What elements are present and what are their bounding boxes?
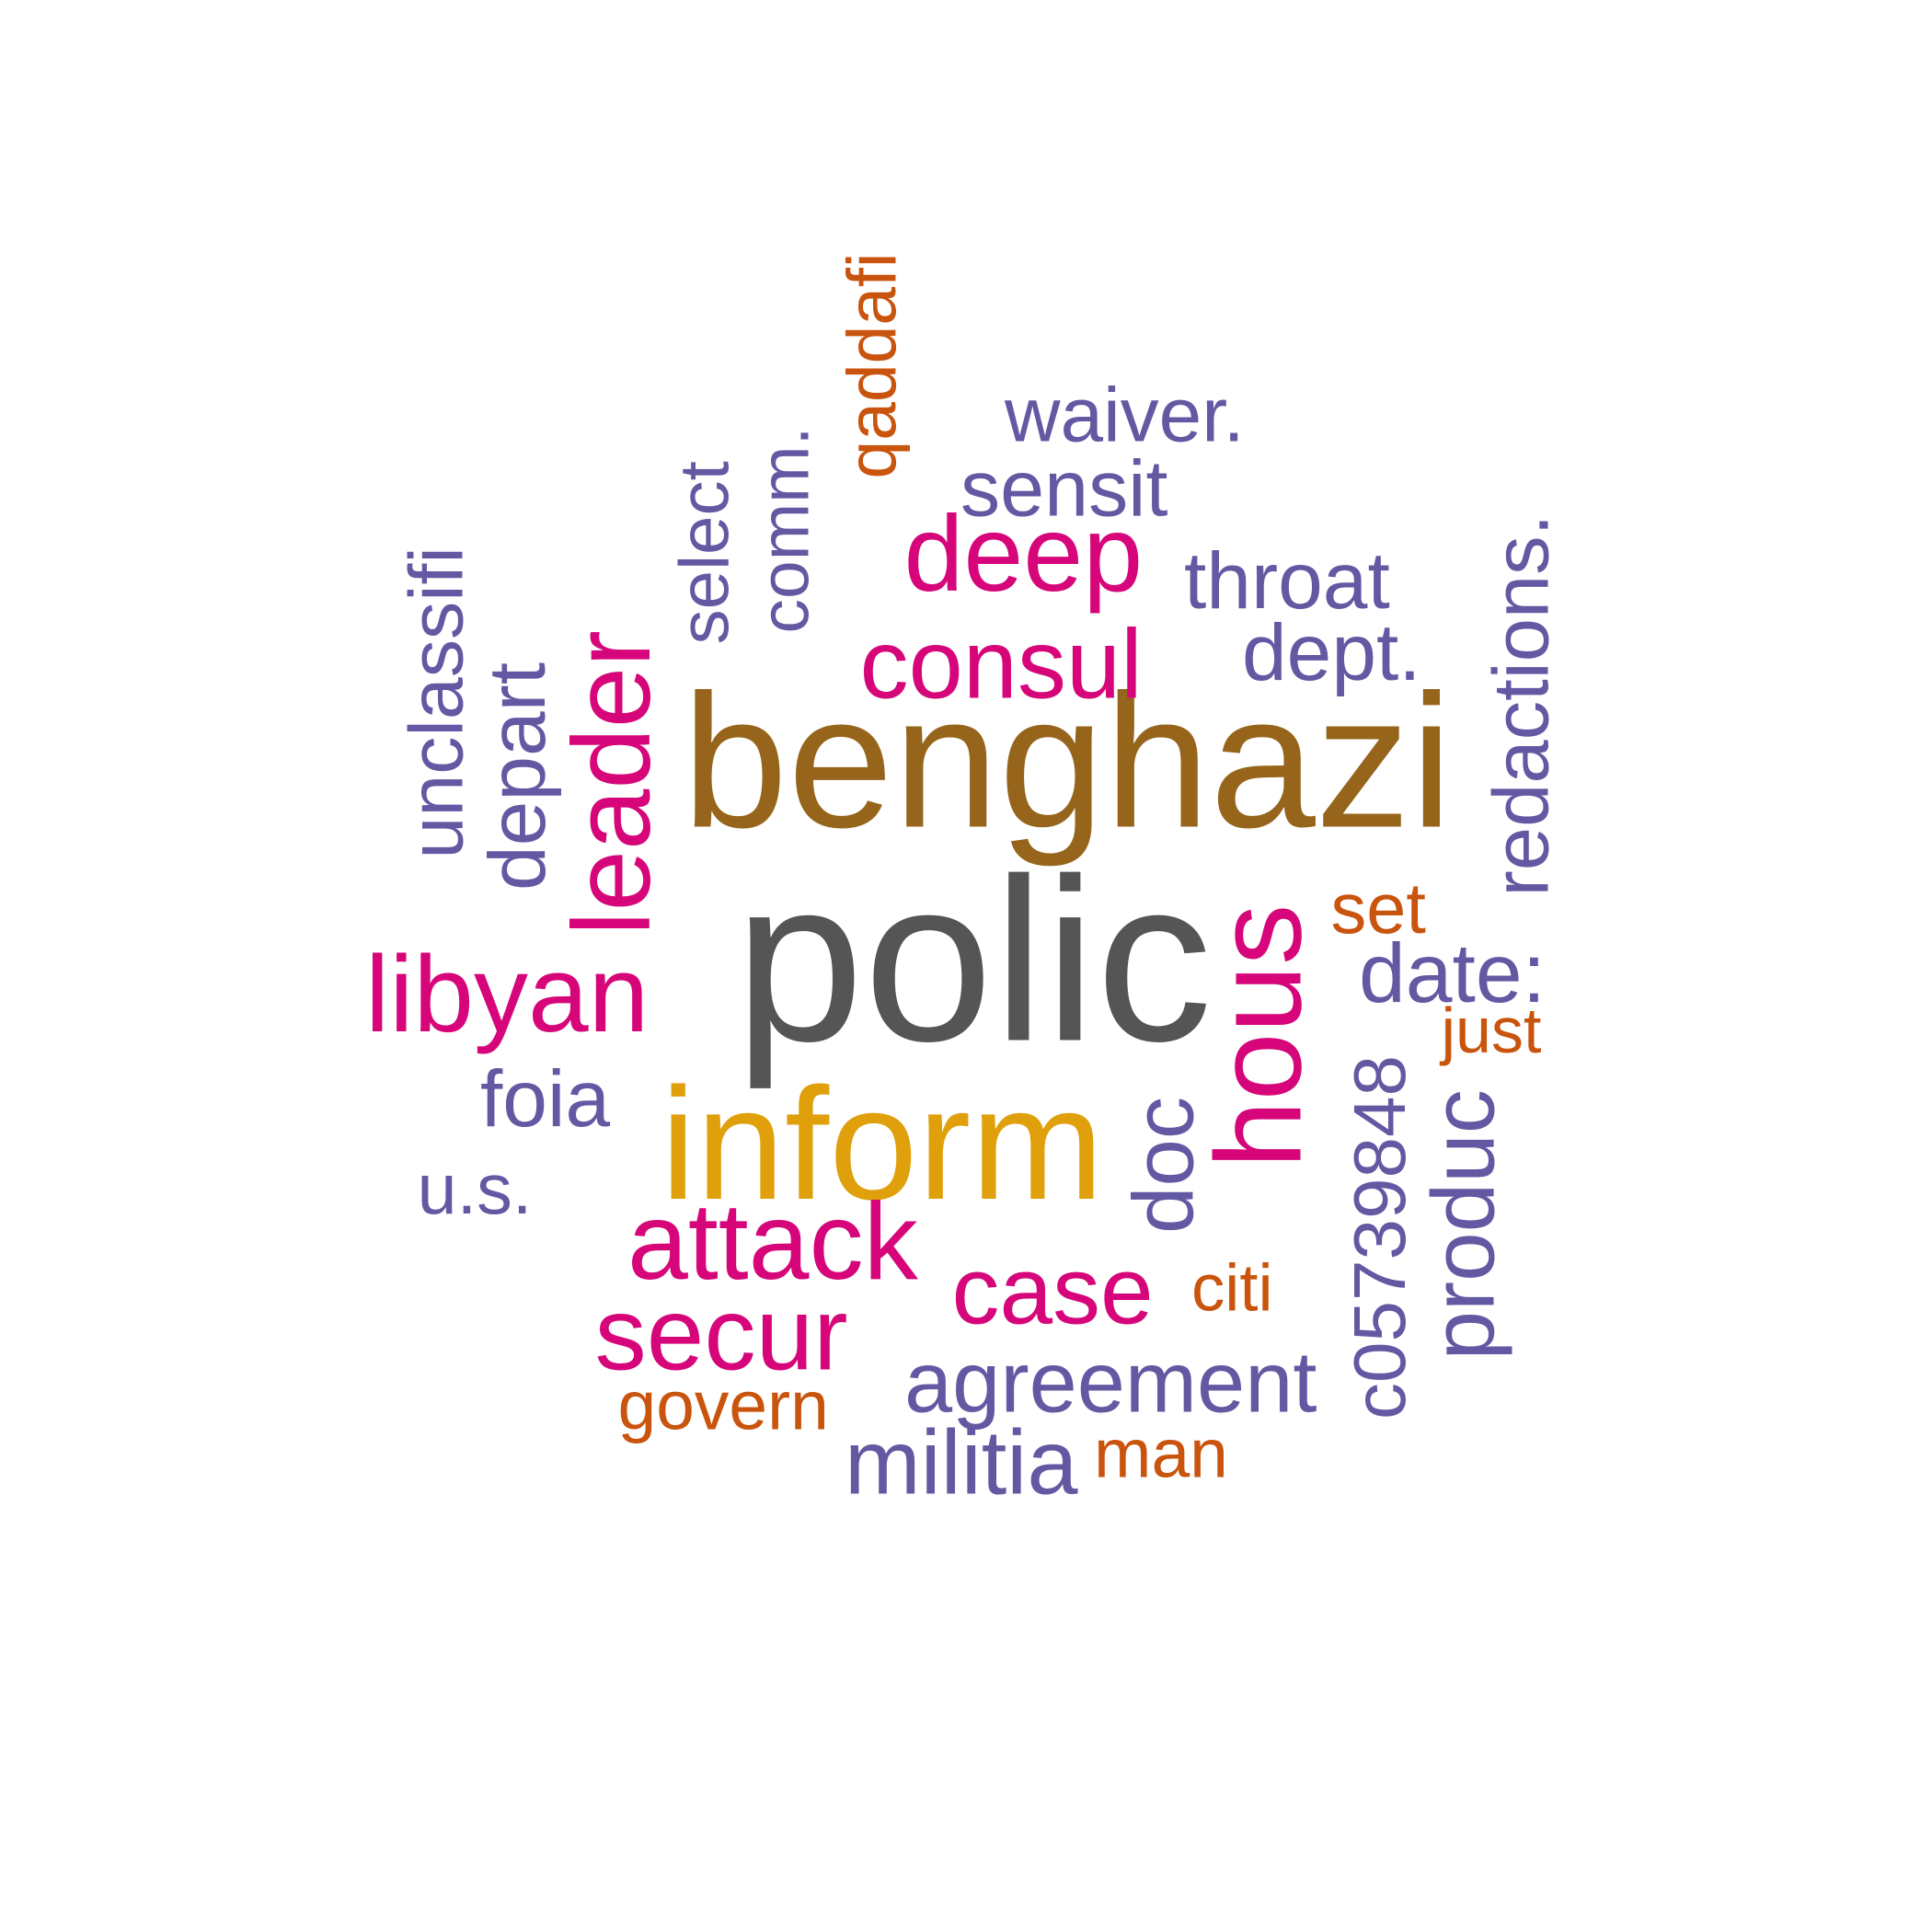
word-doc: doc [1115,1096,1212,1234]
word-attack: attack [627,1181,918,1303]
word-deep: deep [903,493,1144,614]
word-case: case [951,1236,1154,1344]
word-polic: polic [734,831,1213,1090]
word-citi: citi [1191,1250,1273,1326]
word-waiver: waiver. [1005,371,1245,458]
word-c05739848: c05739848 [1339,1055,1420,1420]
word-depart: depart [472,661,562,891]
word-hous: hous [1190,903,1328,1168]
word-dept: dept. [1242,607,1421,697]
word-libyan: libyan [365,934,650,1055]
word-just: just [1441,995,1542,1066]
word-benghazi: benghazi [682,654,1453,868]
word-consul: consul [859,609,1143,719]
word-foia: foia [480,1053,611,1144]
word-throat: throat [1184,535,1390,626]
word-militia: militia [845,1411,1078,1514]
word-select: select [665,461,744,645]
word-redactions: redactions. [1478,513,1566,897]
word-date: date: [1359,926,1547,1020]
word-comm: comm. [745,426,823,634]
word-unclassifi: unclassifi [394,546,479,859]
word-sensit: sensit [960,444,1168,534]
word-agreement: agreement [904,1333,1317,1431]
word-us: u.s. [417,1150,533,1229]
word-set: set [1330,869,1426,949]
word-inform: inform [661,1054,1104,1233]
word-secur: secur [594,1275,848,1392]
word-man: man [1094,1414,1228,1492]
word-leader: leader [551,630,673,936]
word-produc: produc [1414,1089,1513,1361]
word-govern: govern [617,1366,829,1444]
word-qaddafi: qaddafi [833,252,911,479]
